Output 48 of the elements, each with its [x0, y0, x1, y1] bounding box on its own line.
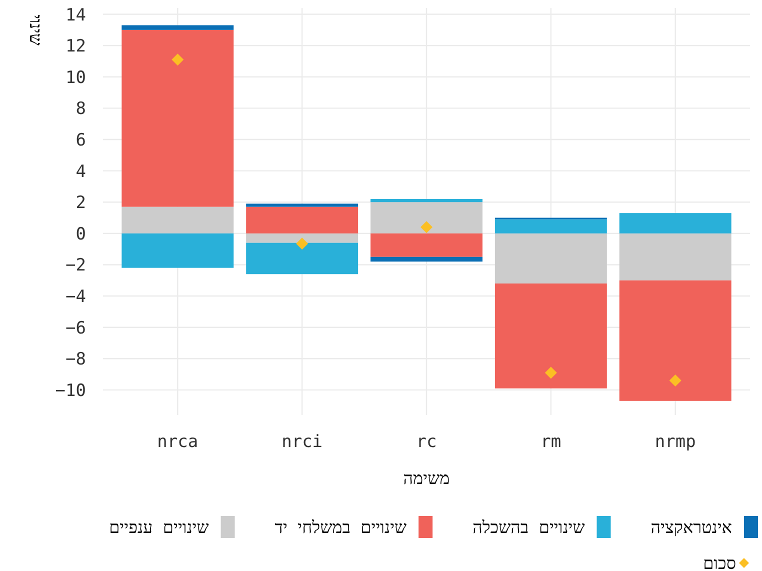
y-tick-label: −6 — [66, 318, 86, 338]
x-tick-label: nrmp — [654, 432, 696, 452]
legend-label: שינויים בהשכלה — [472, 518, 585, 538]
bar — [370, 198, 482, 202]
x-tick-label: nrca — [157, 432, 198, 452]
point — [669, 374, 682, 387]
bar — [619, 233, 732, 280]
legend-label: אינטראקציה — [650, 518, 732, 538]
bar — [122, 30, 234, 207]
x-tick-label: rc — [416, 432, 437, 452]
y-tick-label: 8 — [76, 99, 86, 120]
bar — [246, 204, 358, 207]
y-tick-label: 10 — [66, 68, 86, 88]
y-tick-label: −2 — [66, 256, 86, 276]
bar — [246, 206, 358, 234]
legend-label: שינויים ענפיים — [109, 518, 209, 538]
y-tick-label: −4 — [66, 287, 86, 308]
point — [296, 238, 308, 250]
bar — [494, 284, 607, 388]
bar — [122, 25, 234, 30]
bar — [619, 213, 732, 234]
bar — [122, 206, 234, 234]
y-tick-label: 0 — [76, 224, 86, 244]
bar — [246, 242, 358, 274]
y-tick-label: −8 — [66, 350, 86, 370]
y-tick-label: 2 — [76, 193, 86, 214]
point — [544, 366, 557, 379]
y-tick-label: 4 — [76, 162, 86, 182]
y-tick-label: −10 — [55, 380, 86, 401]
bar — [370, 256, 482, 262]
x-tick-label: nrci — [282, 432, 323, 452]
bar — [494, 233, 607, 284]
bar — [246, 233, 358, 243]
x-axis-title: משימה — [403, 469, 450, 489]
y-tick-label: 14 — [66, 5, 86, 26]
point — [420, 221, 432, 234]
y-tick-label: 12 — [66, 36, 86, 57]
bar — [370, 202, 482, 234]
legend-label: סכום — [703, 554, 736, 571]
bar — [370, 233, 482, 257]
bar — [619, 280, 732, 401]
bar — [494, 219, 607, 234]
bar — [122, 233, 234, 268]
point — [172, 54, 184, 66]
y-axis-title: שינוי — [25, 14, 45, 46]
x-tick-label: rm — [540, 432, 562, 452]
legend-label: שינויים במשלחי יד — [274, 518, 407, 538]
y-tick-label: 6 — [76, 130, 86, 150]
